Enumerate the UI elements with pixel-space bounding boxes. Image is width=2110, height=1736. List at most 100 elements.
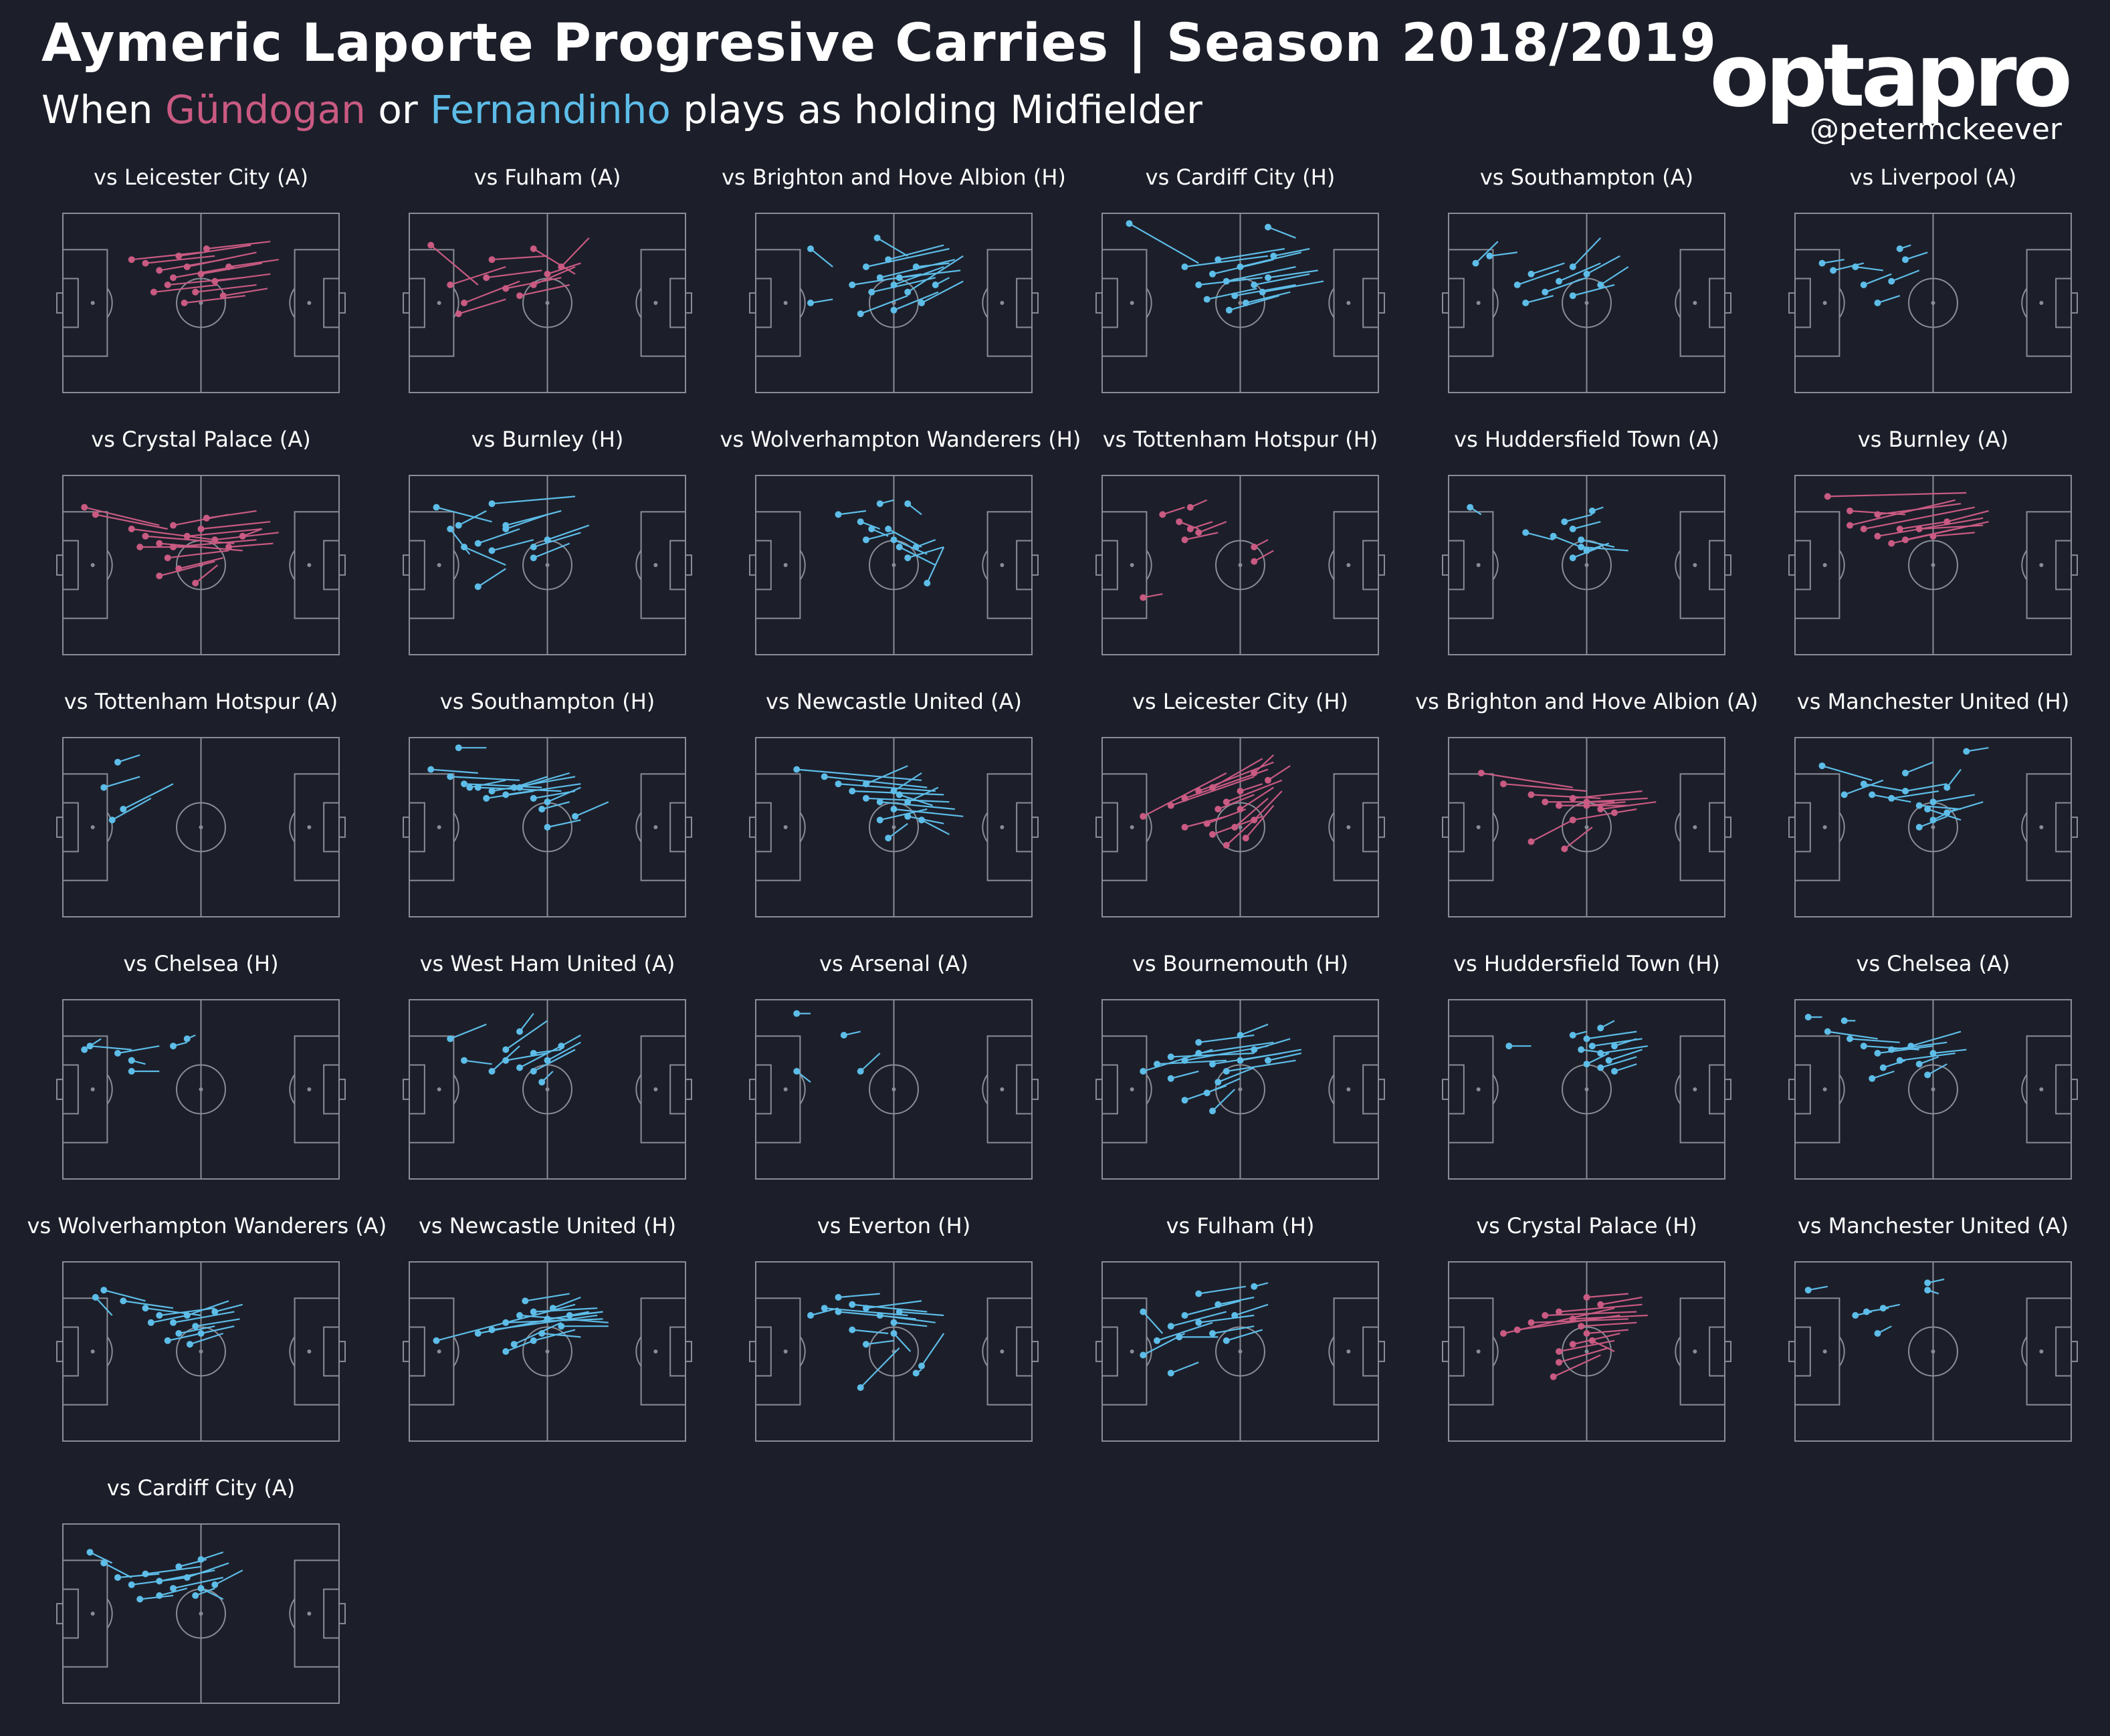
carry-line [1927, 1063, 1947, 1076]
carry-line [1553, 1354, 1601, 1378]
carry-line [95, 514, 168, 530]
carry-start-point [807, 245, 814, 252]
carry-start-point [1265, 223, 1271, 231]
carry-line [214, 1569, 243, 1586]
carry-line [1586, 801, 1626, 806]
carry-start-point [1251, 282, 1258, 288]
pitch-spot [307, 563, 312, 567]
carry-line [1198, 1041, 1274, 1055]
carry-start-point [912, 1370, 920, 1377]
match-title: vs Burnley (A) [1857, 427, 2009, 452]
carry-line [150, 1314, 187, 1323]
carry-start-point [197, 1585, 205, 1592]
carry-start-point [1167, 1370, 1174, 1377]
carry-start-point [1486, 252, 1493, 259]
carry-start-point [192, 580, 199, 586]
carry-start-point [136, 544, 144, 550]
pitch-spot [1584, 301, 1589, 305]
carry-line [860, 295, 908, 315]
carry-start-point [807, 1312, 814, 1319]
carry-line [1919, 1056, 1939, 1065]
carry-start-point [92, 1294, 99, 1301]
carry-start-point [1215, 1301, 1222, 1308]
carry-start-point [895, 544, 903, 550]
carry-line [1586, 255, 1620, 275]
carry-line [112, 797, 152, 821]
carry-start-point [1818, 259, 1826, 267]
carry-start-point [128, 1581, 135, 1588]
pitch-spot [2039, 563, 2044, 567]
match-title: vs Tottenham Hotspur (A) [64, 689, 338, 714]
pitch-spot [1476, 1087, 1481, 1091]
carry-line [449, 265, 506, 286]
carry-start-point [108, 817, 116, 824]
carry-start-point [136, 1596, 144, 1603]
carry-line [1198, 1285, 1246, 1295]
pitch-spot [1693, 563, 1697, 567]
carry-start-point [433, 1337, 440, 1344]
match-title: vs Wolverhampton Wanderers (A) [27, 1213, 387, 1238]
carry-line [1170, 1311, 1227, 1327]
carry-line [1919, 815, 1947, 829]
carry-start-point [1597, 1301, 1604, 1308]
carry-line [1198, 277, 1263, 286]
carry-line [1190, 521, 1213, 530]
carry-start-point [1804, 1287, 1812, 1294]
carry-line [505, 1339, 534, 1353]
match-title: vs Crystal Palace (H) [1476, 1213, 1697, 1238]
carry-line [492, 1314, 598, 1331]
carry-line [179, 244, 251, 257]
carry-start-point [530, 1308, 537, 1315]
carry-start-point [147, 1319, 154, 1326]
match-title: vs Brighton and Hove Albion (H) [722, 165, 1066, 190]
carry-line [215, 273, 271, 282]
carry-start-point [502, 1046, 510, 1053]
carry-start-point [793, 1068, 801, 1075]
carry-start-point [890, 536, 898, 544]
pitch-lines [1095, 737, 1385, 917]
subtitle-or: or [378, 87, 418, 132]
carry-line [1849, 1038, 1900, 1043]
carry-line [449, 528, 471, 555]
carry-start-point [1597, 1024, 1604, 1032]
carry-line [514, 1321, 562, 1345]
pitch-lines [56, 213, 346, 393]
carry-start-point [86, 1549, 94, 1556]
pitch-spot [1693, 1349, 1697, 1353]
carry-line [123, 1300, 174, 1309]
carry-line [824, 776, 928, 788]
pitch-map [56, 999, 346, 1180]
carry-line [1156, 1059, 1227, 1065]
carry-start-point [793, 766, 801, 773]
carry-start-point [1830, 267, 1837, 274]
carry-start-point [1251, 1283, 1258, 1290]
carry-start-point [156, 540, 163, 547]
carry-start-point [1181, 263, 1188, 270]
pitch-spot [1130, 1087, 1134, 1091]
carry-line [519, 772, 570, 788]
carry-line [492, 496, 576, 505]
carry-start-point [488, 256, 496, 263]
carry-start-point [447, 773, 454, 780]
carry-start-point [1251, 558, 1258, 565]
carry-start-point [1527, 1319, 1535, 1326]
carry-start-point [538, 806, 546, 812]
pitch-map [1442, 999, 1731, 1180]
carry-start-point [120, 806, 127, 812]
carry-line [201, 1325, 235, 1335]
carry-start-point [1588, 1043, 1596, 1050]
carry-line [921, 1333, 945, 1367]
match-title: vs Leicester City (A) [94, 165, 308, 190]
carry-start-point [1869, 791, 1876, 798]
carry-line [458, 510, 487, 526]
carry-start-point [1924, 806, 1931, 812]
pitch-spot [653, 825, 658, 829]
carry-line [84, 506, 160, 526]
carry-line [1863, 273, 1892, 286]
carry-line [195, 564, 219, 584]
carry-line [140, 1594, 174, 1600]
carry-line [533, 1049, 562, 1055]
carry-start-point [849, 1326, 856, 1333]
pitch-spot [307, 301, 312, 305]
pitch-spot [891, 825, 896, 829]
